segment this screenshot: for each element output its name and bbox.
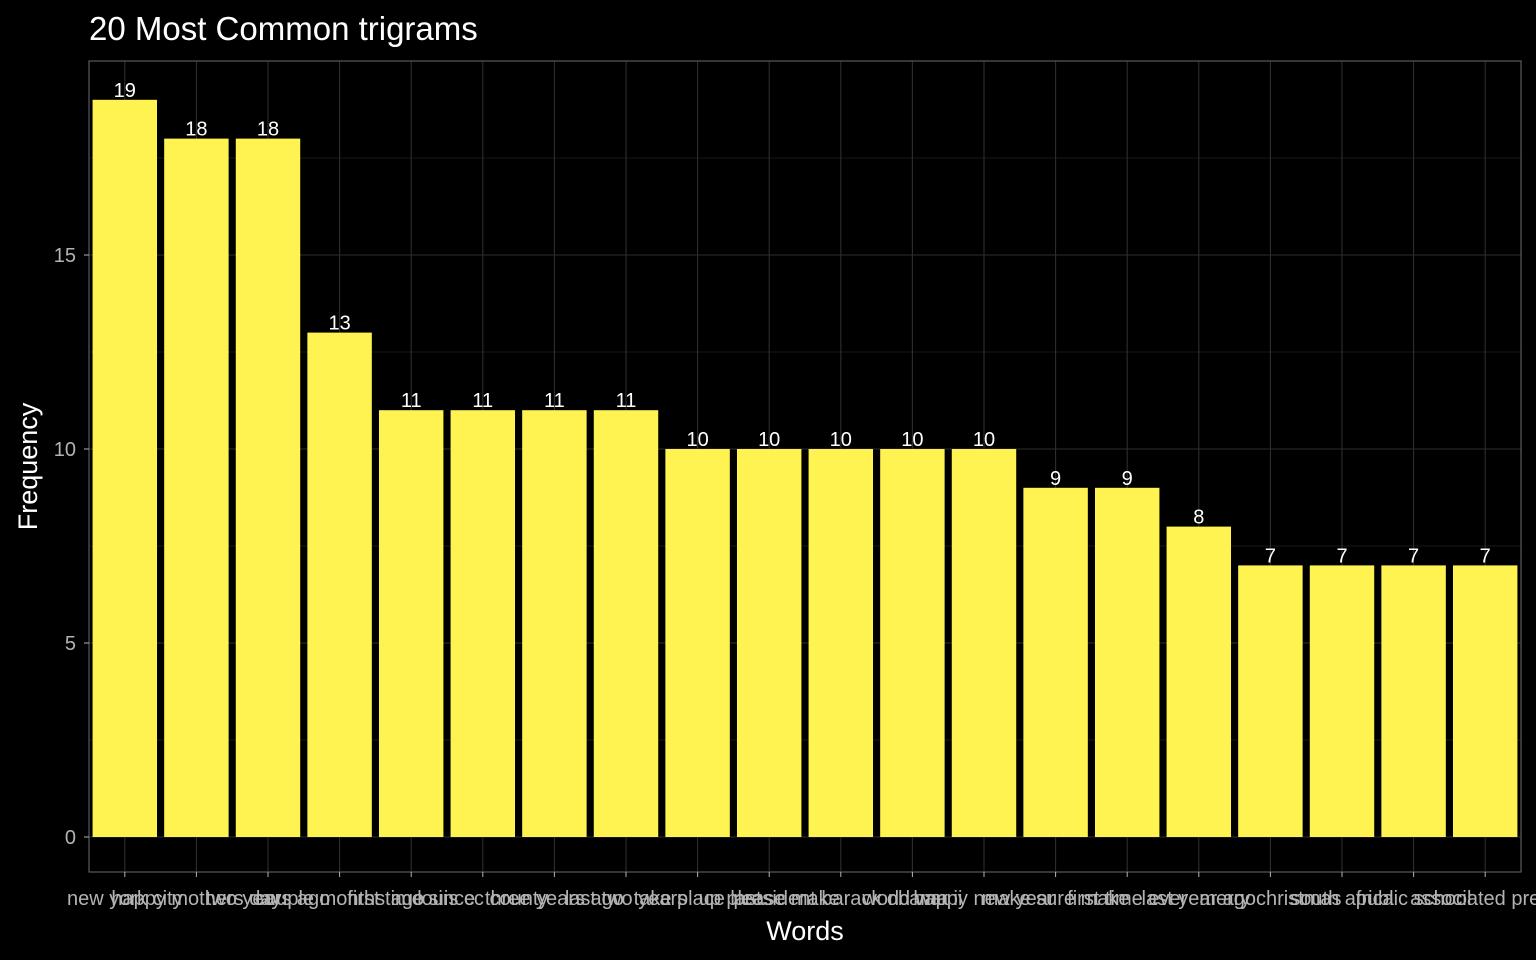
- data-label: 18: [257, 119, 279, 141]
- bar: [808, 449, 874, 837]
- data-label: 10: [973, 429, 995, 451]
- y-tick-label: 5: [65, 633, 76, 655]
- x-tick-label: public school: [1356, 888, 1472, 910]
- x-tick-label: last two years: [565, 888, 687, 910]
- data-label: 11: [616, 390, 637, 412]
- data-label: 9: [1122, 468, 1133, 490]
- x-tick-label: first time ever: [1067, 888, 1187, 910]
- data-label: 18: [185, 119, 207, 141]
- bars: [92, 99, 1518, 838]
- bar: [92, 99, 158, 838]
- x-tick-label: louis cc county: [417, 888, 548, 910]
- bar: [593, 410, 659, 837]
- grid-lines: [89, 61, 1521, 872]
- x-tick-label: make sure make: [982, 888, 1130, 910]
- data-label: 9: [1050, 468, 1061, 490]
- bar: [1452, 565, 1518, 837]
- bar: [1381, 565, 1446, 837]
- data-label: 13: [328, 313, 350, 335]
- x-tick-label: take place last: [634, 888, 762, 910]
- x-axis-title: Words: [766, 916, 844, 946]
- bar: [1023, 487, 1088, 837]
- data-label: 11: [401, 390, 422, 412]
- bar: [1166, 526, 1232, 837]
- y-axis-title: Frequency: [13, 402, 43, 530]
- bar: [951, 449, 1017, 837]
- bar: [665, 449, 730, 837]
- chart-title: 20 Most Common trigrams: [89, 10, 478, 47]
- x-tick-label: happy mothers day: [111, 888, 281, 910]
- x-tick-label: couple months ago: [255, 888, 424, 910]
- data-label: 7: [1336, 545, 1347, 567]
- x-tick-label: new york city: [67, 888, 183, 910]
- data-label: 10: [686, 429, 708, 451]
- bar: [450, 410, 516, 837]
- y-tick-label: 10: [54, 439, 76, 461]
- x-tick-label: merry christmas: [1199, 888, 1341, 910]
- x-tick-label: happy new year: [913, 888, 1055, 910]
- x-tick-label: president barack obama: [734, 888, 949, 910]
- bar: [307, 332, 372, 837]
- data-label: 7: [1480, 545, 1491, 567]
- data-label: 11: [472, 390, 493, 412]
- x-tick-label: associated press: [1410, 888, 1536, 910]
- data-label: 10: [901, 429, 923, 451]
- x-tick-label: world war ii: [861, 888, 962, 910]
- data-label: 19: [114, 80, 136, 102]
- bar: [235, 138, 301, 838]
- data-label: 10: [830, 429, 852, 451]
- bar: [378, 410, 444, 837]
- bar: [522, 410, 587, 837]
- bar: [1094, 487, 1160, 837]
- y-tick-label: 0: [65, 827, 76, 849]
- data-label: 10: [758, 429, 780, 451]
- bar: [736, 449, 802, 837]
- bar: [880, 449, 945, 837]
- x-tick-label: south africa: [1290, 888, 1394, 910]
- x-tick-label: three years ago: [485, 888, 624, 910]
- data-label: 7: [1408, 545, 1419, 567]
- bar: [1238, 565, 1303, 837]
- data-label: 7: [1265, 545, 1276, 567]
- y-axis: 0 5 10 15: [54, 245, 89, 849]
- x-tick-label: two years ago: [206, 888, 331, 910]
- panel-border: [88, 60, 1522, 873]
- data-labels: 19 18 18 13 11 11 11 11 10 10 10 10 10 9 9 8 7 7 7 7: [114, 80, 1491, 568]
- y-tick-label: 15: [54, 245, 76, 267]
- x-tick-label: up please make: [699, 888, 840, 910]
- x-tick-label: last year ago: [1142, 888, 1257, 910]
- bar: [1309, 565, 1375, 837]
- data-label: 11: [544, 390, 565, 412]
- x-tick-label: first time since: [347, 888, 475, 910]
- data-label: 8: [1193, 507, 1204, 529]
- bar: [164, 138, 229, 838]
